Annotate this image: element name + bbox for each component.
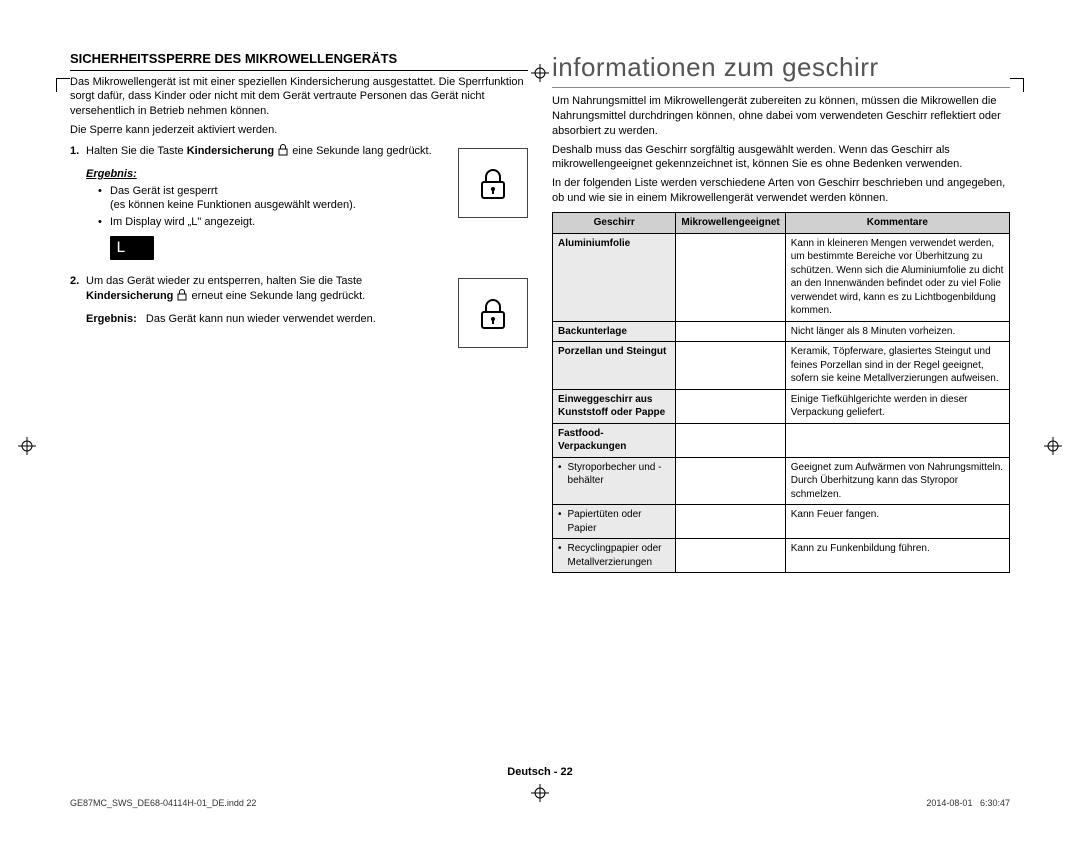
lock-icon: [277, 144, 289, 161]
footer-meta: GE87MC_SWS_DE68-04114H-01_DE.indd 22 201…: [70, 798, 1010, 808]
lock-illustration: [458, 278, 528, 348]
table-row: Einweggeschirr aus Kunststoff oder Pappe…: [553, 389, 1010, 423]
chapter-title: informationen zum geschirr: [552, 50, 1010, 88]
left-column: SICHERHEITSSPERRE DES MIKROWELLENGERÄTS …: [70, 50, 528, 720]
registration-mark-icon: [1044, 437, 1062, 455]
table-header: Mikrowellengeeignet: [676, 213, 785, 234]
intro-paragraph: Die Sperre kann jederzeit aktiviert werd…: [70, 123, 528, 138]
dish-table: Geschirr Mikrowellengeeignet Kommentare …: [552, 212, 1010, 573]
section-title: SICHERHEITSSPERRE DES MIKROWELLENGERÄTS: [70, 50, 528, 71]
table-row: AluminiumfolieKann in kleineren Mengen v…: [553, 233, 1010, 321]
table-row: Recyclingpapier oder MetallverzierungenK…: [553, 539, 1010, 573]
file-timestamp: 2014-08-01 6:30:47: [926, 798, 1010, 808]
page-footer: Deutsch - 22: [0, 766, 1080, 778]
lock-icon: [474, 294, 512, 332]
right-column: informationen zum geschirr Um Nahrungsmi…: [552, 50, 1010, 720]
display-readout: L: [110, 236, 154, 260]
table-row: Fastfood-Verpackungen: [553, 423, 1010, 457]
result-bullet: Im Display wird „L" angezeigt.: [98, 215, 528, 230]
table-row: BackunterlageNicht länger als 8 Minuten …: [553, 321, 1010, 342]
result-bullet: Das Gerät ist gesperrt (es können keine …: [98, 184, 528, 214]
result-label: Ergebnis:: [86, 168, 137, 180]
body-paragraph: In der folgenden Liste werden verschiede…: [552, 176, 1010, 206]
result-label: Ergebnis:: [86, 313, 137, 325]
table-header: Kommentare: [785, 213, 1009, 234]
page-content: SICHERHEITSSPERRE DES MIKROWELLENGERÄTS …: [70, 50, 1010, 720]
intro-paragraph: Das Mikrowellengerät ist mit einer spezi…: [70, 75, 528, 120]
file-name: GE87MC_SWS_DE68-04114H-01_DE.indd 22: [70, 798, 256, 808]
body-paragraph: Deshalb muss das Geschirr sorgfältig aus…: [552, 143, 1010, 173]
table-row: Papiertüten oder PapierKann Feuer fangen…: [553, 505, 1010, 539]
table-row: Styroporbecher und -behälterGeeignet zum…: [553, 457, 1010, 505]
lock-icon: [176, 289, 188, 306]
table-row: Porzellan und SteingutKeramik, Töpferwar…: [553, 342, 1010, 390]
registration-mark-icon: [18, 437, 36, 455]
step-1: Halten Sie die Taste Kindersicherung ein…: [70, 144, 528, 264]
steps-list: Halten Sie die Taste Kindersicherung ein…: [70, 144, 528, 352]
body-paragraph: Um Nahrungsmittel im Mikrowellengerät zu…: [552, 94, 1010, 139]
table-header: Geschirr: [553, 213, 676, 234]
step-2: Um das Gerät wieder zu entsperren, halte…: [70, 274, 528, 352]
